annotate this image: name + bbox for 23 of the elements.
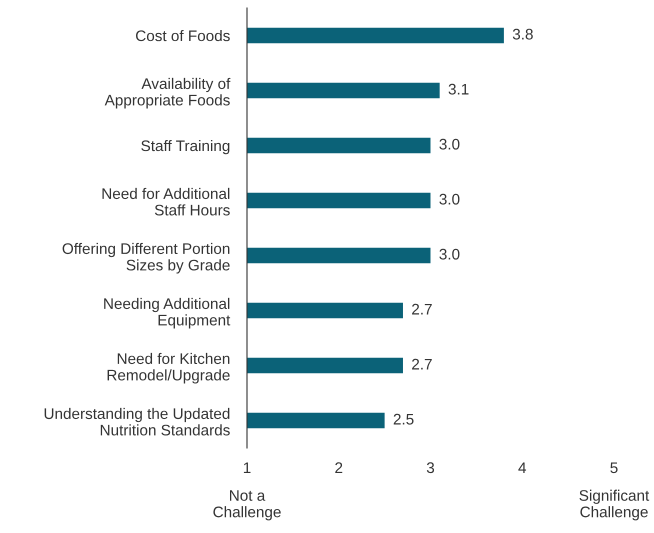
text: Not a Challenge (213, 490, 281, 520)
y-tick-label: Needing Additional Equipment (104, 298, 230, 329)
x-tick-label: 4 (518, 462, 526, 473)
y-tick-label: Availability of Appropriate Foods (104, 78, 230, 109)
data-label: 2.7 (412, 304, 432, 314)
y-tick-label: Staff Training (141, 140, 230, 154)
y-tick-label: Understanding the Updated Nutrition Standards (44, 408, 230, 436)
text: Significant Challenge (579, 490, 650, 520)
data-label: 2.7 (412, 358, 432, 370)
x-tick-label: 1 (244, 462, 251, 473)
data-label: 3.1 (448, 84, 468, 95)
x-tick-label: 5 (610, 462, 618, 474)
data-label: 3.8 (512, 28, 533, 40)
x-tick-label: 2 (335, 462, 342, 473)
data-label: 3.0 (439, 194, 460, 205)
data-label: 2.5 (394, 414, 414, 425)
x-tick-label: 3 (426, 462, 434, 474)
y-tick-label: Offering Different Portion Sizes by Grade (62, 242, 230, 274)
data-label: 3.0 (439, 248, 460, 260)
y-tick-label: Need for Kitchen Remodel/Upgrade (108, 352, 230, 384)
y-tick-label: Cost of Foods (136, 30, 230, 42)
data-label: 3.0 (439, 138, 460, 150)
y-tick-label: Need for Additional Staff Hours (102, 188, 230, 216)
